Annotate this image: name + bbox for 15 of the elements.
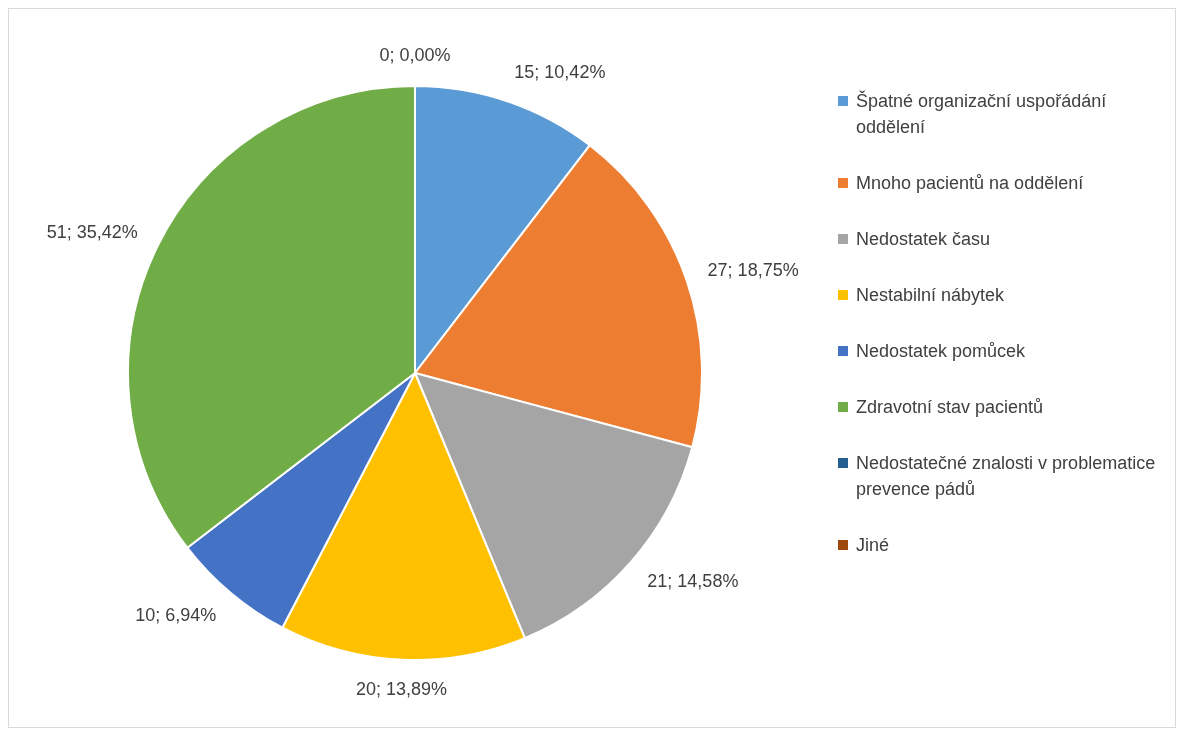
data-label: 15; 10,42%	[514, 61, 606, 82]
legend-label: Mnoho pacientů na oddělení	[856, 172, 1084, 195]
data-label: 20; 13,89%	[355, 678, 448, 699]
legend-label: Jiné	[856, 534, 890, 557]
legend-label: Nestabilní nábytek	[856, 284, 1005, 307]
legend-label: Nedostatek pomůcek	[856, 340, 1026, 363]
legend-label: Špatné organizační uspořádání oddělení	[856, 89, 1108, 139]
legend-label: Nedostatek času	[856, 228, 991, 251]
data-label: 51; 35,42%	[46, 221, 138, 242]
legend-label: Zdravotní stav pacientů	[856, 396, 1044, 419]
data-label: 27; 18,75%	[707, 260, 799, 281]
data-label: 10; 6,94%	[135, 604, 217, 625]
legend-label: Nedostatečné znalosti v problematice prevence pádů	[856, 452, 1157, 501]
text: 0; 0,00%	[379, 44, 451, 65]
data-label: 21; 14,58%	[647, 570, 739, 591]
